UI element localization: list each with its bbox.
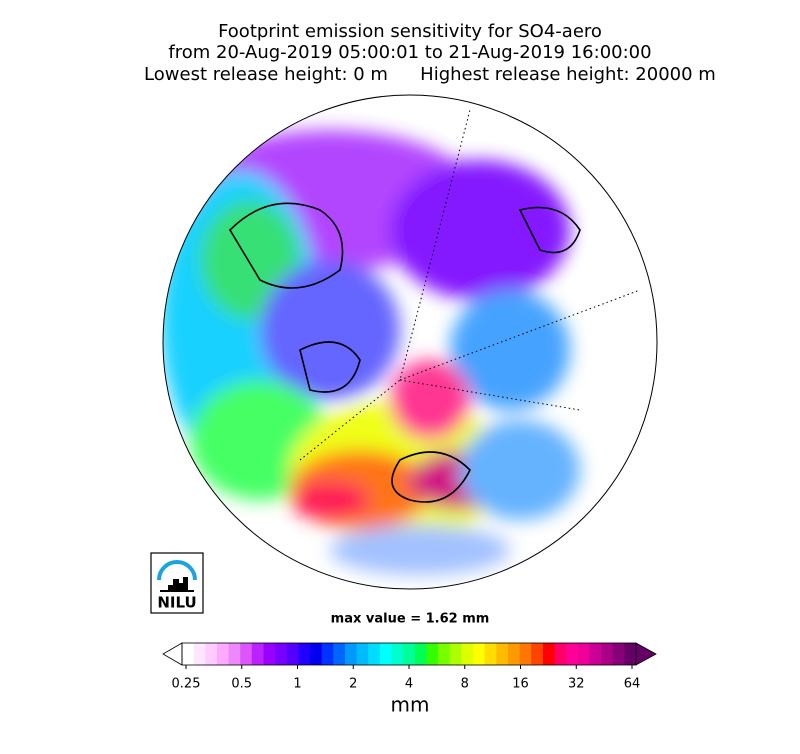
colorbar-segment [193, 643, 206, 665]
colorbar-segment [182, 643, 195, 665]
colorbar-segment [240, 643, 253, 665]
colorbar-segment [519, 643, 532, 665]
colorbar-segment [438, 643, 451, 665]
colorbar-segment [461, 643, 474, 665]
colorbar-segment [216, 643, 230, 665]
colorbar-segment [496, 643, 509, 665]
colorbar-segment [542, 643, 556, 665]
colorbar-segment [251, 643, 264, 665]
colorbar-segment [275, 643, 288, 665]
colorbar-over [635, 642, 657, 666]
colorbar: 0.25 0.5 1 2 4 8 16 32 64 [162, 642, 657, 692]
colorbar-segment [333, 643, 346, 665]
colorbar-segment [228, 643, 241, 665]
colorbar-segment [507, 643, 521, 665]
colorbar-segment [624, 643, 637, 665]
title-line: Lowest release height: 0 m [144, 64, 388, 85]
colorbar-segment [321, 643, 334, 665]
colorbar-segment [391, 643, 404, 665]
colorbar-segment [589, 643, 602, 665]
colorbar-under [162, 642, 183, 666]
colorbar-segment [449, 643, 462, 665]
colorbar-segment [426, 643, 439, 665]
colorbar-tick-label: 64 [624, 677, 641, 692]
colorbar-segment [356, 643, 369, 665]
colorbar-segment [263, 643, 276, 665]
colorbar-segment [554, 643, 567, 665]
colorbar-segment [344, 643, 358, 665]
colorbar-segment [298, 643, 311, 665]
colorbar-tick-label: 16 [512, 677, 529, 692]
colorbar-tick-label: 1 [293, 677, 301, 692]
title-line: Footprint emission sensitivity for SO4-a… [218, 21, 602, 42]
colorbar-tick-label: 0.25 [172, 677, 201, 692]
colorbar-segment [566, 643, 579, 665]
colorbar-segment [286, 643, 299, 665]
colorbar-segment [310, 643, 323, 665]
colorbar-segment [577, 643, 590, 665]
colorbar-tick-label: 32 [568, 677, 585, 692]
colorbar-segment [379, 643, 393, 665]
logo: NILU [150, 552, 204, 614]
max-value: max value = 1.62 mm [331, 612, 490, 627]
colorbar-segment [403, 643, 416, 665]
colorbar-segment [601, 643, 614, 665]
colorbar-label: mm [391, 693, 430, 717]
colorbar-tick-label: 0.5 [231, 677, 252, 692]
title-line: from 20-Aug-2019 05:00:01 to 21-Aug-2019… [168, 42, 651, 63]
colorbar-segment [205, 643, 218, 665]
logo-text: NILU [157, 594, 196, 612]
colorbar-tick-label: 8 [461, 677, 469, 692]
colorbar-tick-label: 4 [405, 677, 413, 692]
colorbar-segment [473, 643, 486, 665]
colorbar-segment [612, 643, 625, 665]
colorbar-segment [414, 643, 427, 665]
colorbar-segment [531, 643, 544, 665]
colorbar-segment [368, 643, 381, 665]
title-line: Highest release height: 20000 m [420, 64, 716, 85]
footprint-map [163, 95, 657, 589]
colorbar-tick-label: 2 [349, 677, 357, 692]
colorbar-segment [484, 643, 497, 665]
